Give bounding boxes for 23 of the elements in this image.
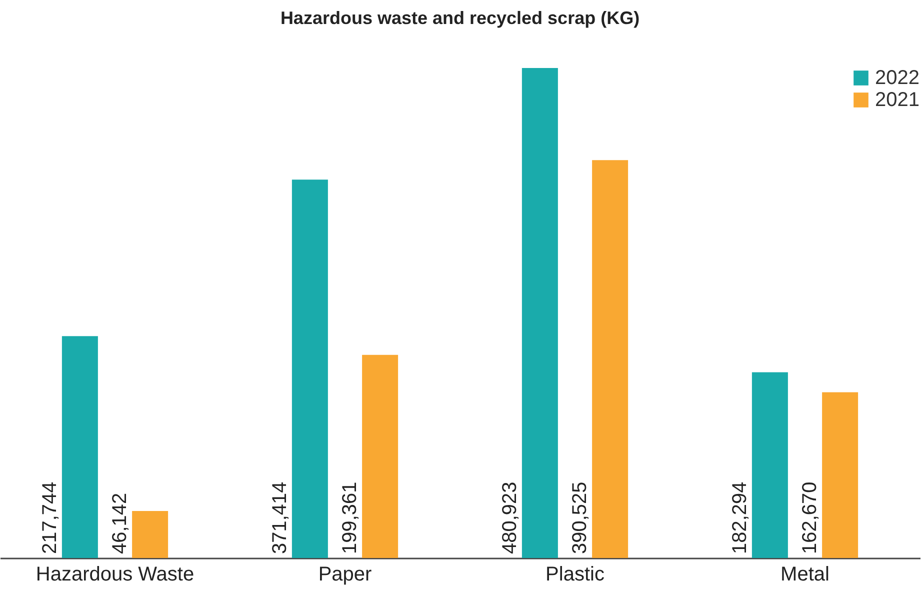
bar bbox=[362, 354, 398, 558]
data-label: 390,525 bbox=[569, 482, 592, 554]
chart-title: Hazardous waste and recycled scrap (KG) bbox=[280, 8, 640, 28]
data-label: 46,142 bbox=[109, 492, 132, 554]
legend-label: 2021 bbox=[875, 89, 920, 111]
bar bbox=[522, 68, 558, 558]
x-tick-label: Hazardous Waste bbox=[36, 564, 194, 586]
legend-label: 2022 bbox=[875, 67, 920, 89]
data-label: 217,744 bbox=[38, 482, 61, 554]
data-label: 480,923 bbox=[498, 482, 521, 554]
data-label: 371,414 bbox=[268, 482, 291, 554]
data-label: 182,294 bbox=[728, 482, 751, 554]
x-tick-label: Plastic bbox=[546, 564, 604, 586]
bar bbox=[752, 372, 788, 558]
x-tick-label: Paper bbox=[318, 564, 372, 586]
bar bbox=[292, 180, 328, 558]
bar bbox=[62, 336, 98, 558]
x-tick-label: Metal bbox=[780, 564, 830, 586]
bar bbox=[822, 392, 858, 558]
bar bbox=[132, 510, 168, 558]
bar bbox=[592, 160, 628, 558]
data-label: 199,361 bbox=[339, 482, 362, 554]
data-label: 162,670 bbox=[799, 482, 822, 554]
